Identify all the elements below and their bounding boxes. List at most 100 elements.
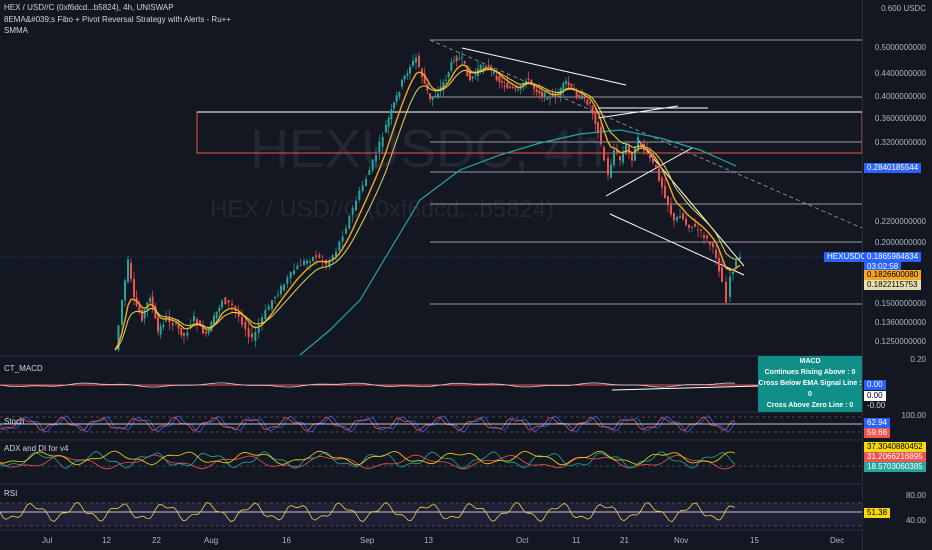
candle-body bbox=[338, 241, 341, 251]
macd-value: 0.00 bbox=[864, 380, 886, 390]
candle-body bbox=[202, 327, 204, 334]
candle-body bbox=[423, 73, 426, 84]
candle-body bbox=[387, 117, 390, 127]
candle-body bbox=[434, 95, 437, 97]
rsi-axis-label: 80.00 bbox=[905, 491, 926, 500]
axis-label: 0.1360000000 bbox=[874, 318, 926, 327]
candle-body bbox=[143, 309, 146, 319]
candle-body bbox=[117, 325, 120, 350]
candle-body bbox=[303, 260, 305, 265]
di-value: 31.2066216895 bbox=[864, 452, 926, 462]
candle-body bbox=[312, 256, 314, 261]
candle-body bbox=[348, 216, 351, 229]
candles bbox=[117, 51, 741, 352]
candle-body bbox=[124, 280, 126, 301]
axis-label: 0.4400000000 bbox=[874, 69, 926, 78]
candle-body bbox=[450, 62, 453, 71]
date-label: 21 bbox=[620, 536, 629, 545]
candle-body bbox=[600, 127, 602, 145]
candle-body bbox=[390, 109, 393, 120]
candle-body bbox=[712, 243, 714, 248]
candle-body bbox=[619, 156, 621, 161]
candle-body bbox=[634, 147, 636, 161]
candle-body bbox=[409, 67, 411, 74]
rsi-title[interactable]: RSI bbox=[4, 489, 18, 498]
candle-body bbox=[554, 94, 557, 98]
candle-body bbox=[231, 303, 233, 306]
stoch-k-line bbox=[0, 415, 736, 433]
price-tag-a: 0.1826600080 bbox=[864, 270, 922, 280]
candle-body bbox=[157, 317, 159, 332]
candle-body bbox=[264, 309, 267, 319]
candle-body bbox=[471, 76, 474, 79]
candle-body bbox=[655, 164, 657, 168]
candle-body bbox=[403, 75, 406, 80]
candle-body bbox=[415, 57, 417, 63]
candle-body bbox=[610, 164, 612, 178]
candle-body bbox=[261, 317, 263, 323]
indicator-smma-label[interactable]: SMMA bbox=[4, 26, 28, 35]
candle-body bbox=[649, 152, 651, 159]
macd-box-title: MACD bbox=[799, 358, 821, 365]
candle-body bbox=[445, 79, 447, 81]
stoch-d-line bbox=[0, 416, 736, 432]
stoch-d-value: 59.68 bbox=[864, 428, 891, 438]
macd-axis-label: 0.20 bbox=[910, 355, 926, 364]
candle-body bbox=[318, 254, 321, 258]
candle-body bbox=[700, 229, 702, 231]
candle-body bbox=[549, 96, 551, 99]
candle-body bbox=[299, 265, 302, 267]
candle-body bbox=[461, 57, 463, 59]
candle-body bbox=[283, 284, 285, 291]
macd-title[interactable]: CT_MACD bbox=[4, 364, 43, 373]
candle-body bbox=[271, 300, 273, 309]
stoch-title[interactable]: Stoch bbox=[4, 417, 25, 426]
date-label: 15 bbox=[750, 536, 759, 545]
candle-body bbox=[177, 324, 180, 329]
candle-body bbox=[221, 300, 223, 308]
di-value: 18.5703060385 bbox=[864, 462, 926, 472]
indicator-ema-label[interactable]: 8EMA&#039;s Fibo + Pivot Reversal Strate… bbox=[4, 15, 231, 24]
candle-body bbox=[603, 147, 605, 161]
candle-body bbox=[503, 86, 506, 88]
candle-body bbox=[385, 124, 387, 133]
candle-body bbox=[729, 276, 731, 298]
price-chart[interactable] bbox=[0, 0, 862, 550]
ema-line-2 bbox=[114, 68, 741, 351]
date-label: Nov bbox=[674, 536, 689, 545]
candle-body bbox=[335, 251, 337, 257]
candle-body bbox=[207, 329, 210, 334]
ema-line bbox=[114, 64, 741, 351]
symbol-title[interactable]: HEX / USD//C (0xf6dcd...b5824), 4h, UNIS… bbox=[4, 3, 174, 12]
candle-body bbox=[682, 213, 684, 220]
adx-title[interactable]: ADX and DI for v4 bbox=[4, 444, 69, 453]
candle-body bbox=[293, 270, 295, 275]
candle-body bbox=[159, 326, 162, 335]
macd-box-line: Continues Rising Above : 0 bbox=[764, 369, 856, 376]
axis-label: 0.2000000000 bbox=[874, 238, 926, 247]
candle-body bbox=[378, 141, 381, 153]
candle-body bbox=[469, 71, 471, 81]
candle-body bbox=[735, 260, 737, 267]
candle-body bbox=[395, 95, 398, 102]
trend-lines bbox=[461, 47, 745, 276]
candle-body bbox=[315, 255, 317, 258]
axis-label: 0.3200000000 bbox=[874, 138, 926, 147]
candle-body bbox=[732, 271, 734, 275]
candle-body bbox=[175, 323, 177, 325]
candle-body bbox=[517, 89, 519, 91]
candle-body bbox=[706, 235, 708, 239]
candle-body bbox=[393, 102, 395, 109]
candle-body bbox=[679, 216, 681, 219]
candle-body bbox=[306, 260, 308, 264]
candle-body bbox=[667, 196, 669, 206]
candle-body bbox=[431, 97, 434, 100]
candle-body bbox=[637, 137, 639, 151]
candle-body bbox=[541, 91, 543, 97]
candle-body bbox=[589, 102, 591, 104]
candle-body bbox=[535, 89, 538, 93]
candle-body bbox=[631, 153, 633, 161]
candle-body bbox=[673, 213, 675, 221]
candle-body bbox=[254, 332, 257, 341]
